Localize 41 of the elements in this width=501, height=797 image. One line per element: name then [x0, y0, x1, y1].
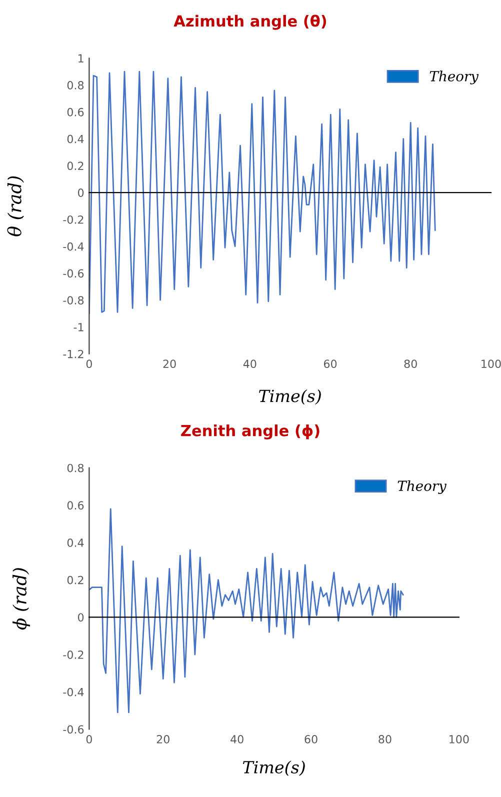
y-tick-label: 0.4 — [67, 538, 84, 547]
x-tick-label: 0 — [86, 735, 92, 744]
x-tick-label: 40 — [230, 735, 244, 744]
y-tick-label: 0 — [78, 188, 84, 197]
x-axis-title: Time(s) — [259, 389, 321, 405]
y-tick-label: -0.8 — [63, 296, 84, 304]
y-tick-label: -1 — [74, 323, 84, 332]
legend-label: Theory — [398, 480, 447, 494]
legend-label: Theory — [430, 70, 479, 84]
y-tick-label: 0.8 — [67, 464, 84, 472]
y-tick-label: -0.2 — [63, 650, 84, 659]
x-tick-label: 100 — [482, 360, 501, 368]
y-tick-label: 0.8 — [67, 81, 84, 90]
y-tick-label: -0.4 — [63, 242, 84, 251]
y-tick-label: -0.4 — [63, 688, 84, 696]
y-tick-label: 1 — [78, 54, 84, 62]
line-series — [89, 508, 404, 714]
y-tick-label: 0.2 — [67, 576, 84, 584]
y-tick-label: 0.4 — [67, 134, 84, 144]
x-tick-label: 80 — [378, 735, 392, 744]
chart-title: Azimuth angle (θ) — [174, 14, 326, 30]
y-tick-label: 0.6 — [67, 501, 84, 510]
x-tick-label: 100 — [450, 735, 469, 744]
y-tick-label: -1.2 — [63, 350, 84, 358]
y-axis-title: ϕ (rad) — [12, 568, 30, 630]
y-tick-label: -0.2 — [63, 215, 84, 224]
y-axis-title: θ (rad) — [7, 176, 24, 236]
x-tick-label: 80 — [404, 360, 417, 368]
x-tick-label: 20 — [156, 735, 170, 744]
x-tick-label: 0 — [86, 360, 92, 368]
y-tick-label: 0.6 — [67, 108, 84, 116]
y-tick-label: 0.2 — [67, 162, 84, 170]
y-tick-label: -0.6 — [63, 725, 84, 734]
x-tick-label: 60 — [304, 735, 318, 744]
chart-title: Zenith angle (ϕ) — [181, 424, 320, 440]
x-tick-label: 40 — [243, 360, 256, 368]
y-tick-label: 0 — [78, 613, 84, 622]
x-tick-label: 60 — [324, 360, 337, 368]
x-tick-label: 20 — [163, 360, 176, 368]
x-axis-title: Time(s) — [243, 760, 305, 776]
y-tick-label: -0.6 — [63, 269, 84, 278]
